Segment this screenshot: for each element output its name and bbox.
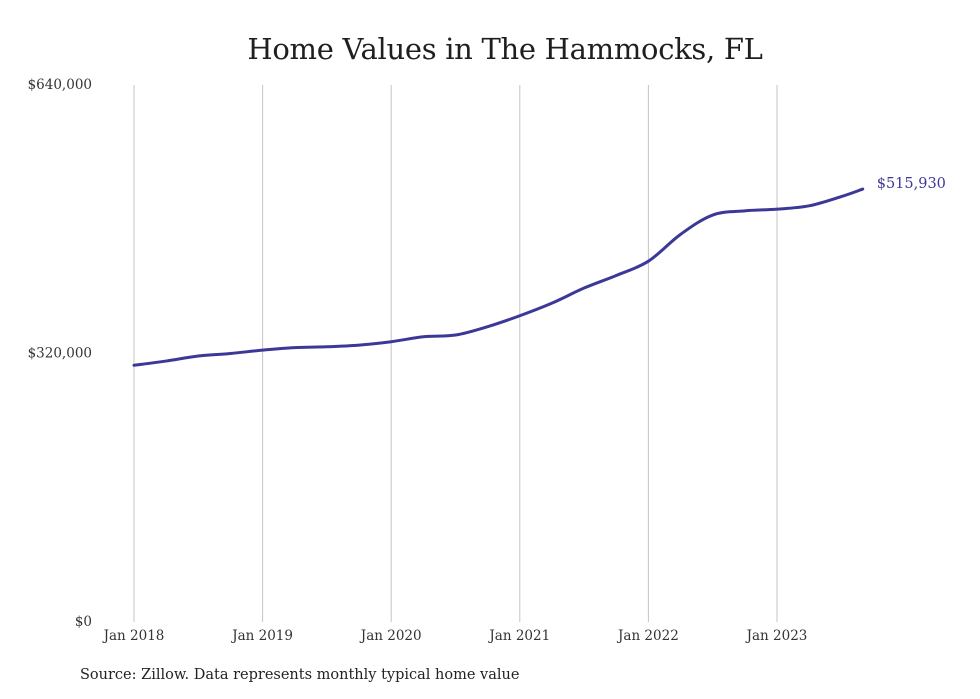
gridlines — [133, 85, 778, 622]
series-line — [132, 187, 865, 367]
x-tick-label: Jan 2020 — [359, 628, 422, 644]
x-tick-label: Jan 2021 — [487, 628, 550, 644]
x-tick-label: Jan 2023 — [745, 628, 808, 644]
x-tick-label: Jan 2018 — [102, 628, 165, 644]
y-tick-label: $0 — [75, 614, 92, 630]
label-layer: $515,930 — [877, 176, 946, 192]
x-tick-label: Jan 2019 — [230, 628, 293, 644]
x-tick-label: Jan 2022 — [616, 628, 679, 644]
y-axis: $0 $320,000 $640,000 — [28, 77, 92, 630]
y-tick-label: $640,000 — [28, 77, 92, 93]
end-value-label: $515,930 — [877, 176, 946, 192]
chart-title: Home Values in The Hammocks, FL — [247, 32, 763, 66]
series-layer — [132, 187, 865, 367]
y-tick-label: $320,000 — [28, 346, 92, 362]
x-axis: Jan 2018 Jan 2019 Jan 2020 Jan 2021 Jan 2022… — [102, 628, 808, 644]
source-note: Source: Zillow. Data represents monthly … — [80, 667, 520, 683]
